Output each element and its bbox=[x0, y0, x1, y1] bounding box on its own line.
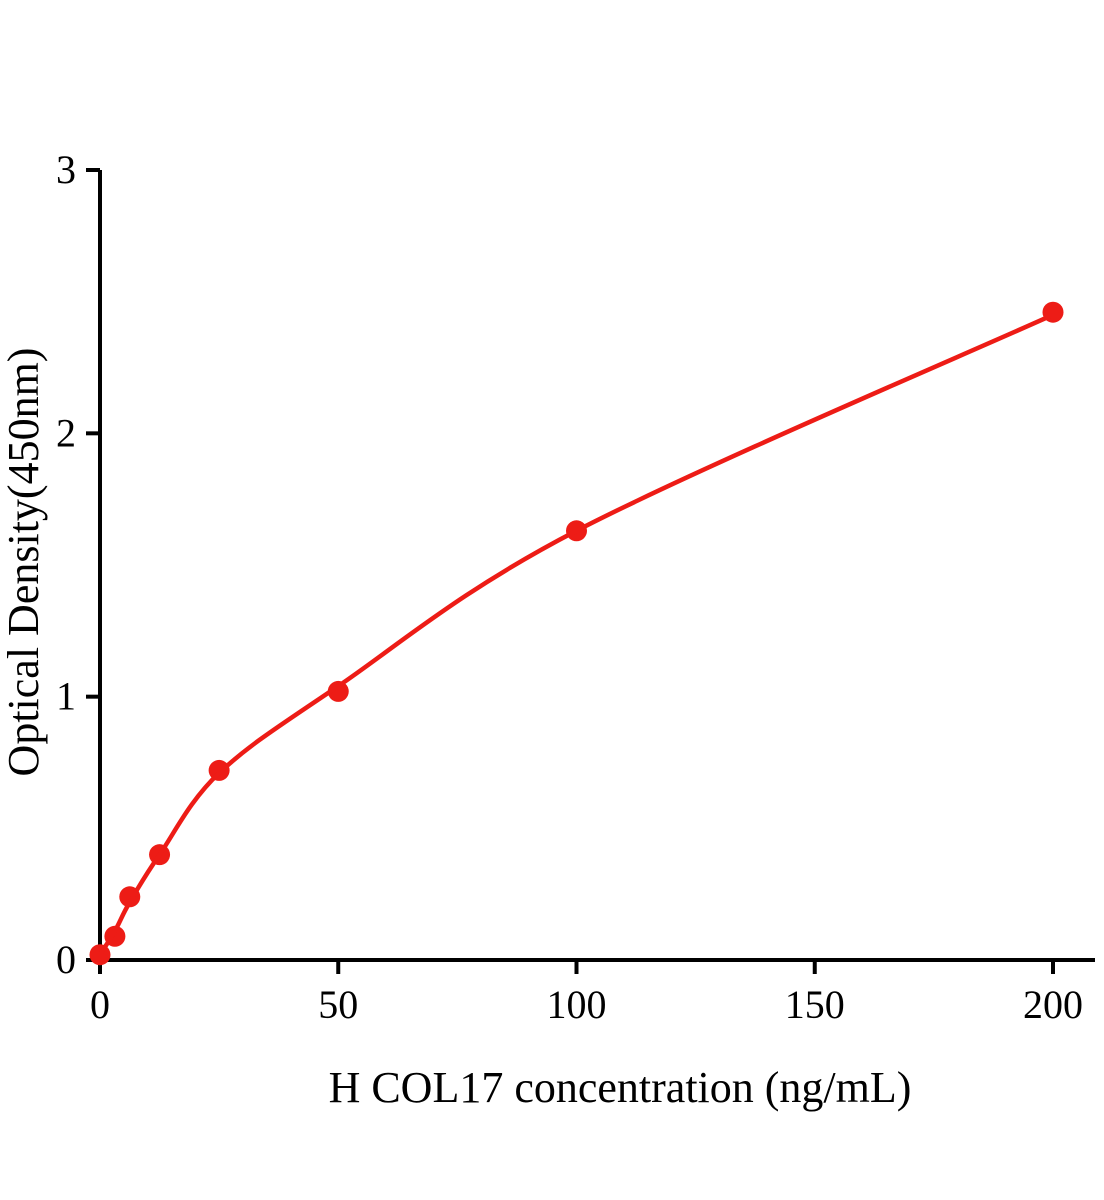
y-tick-label: 1 bbox=[56, 674, 76, 719]
series-layer bbox=[89, 301, 1064, 966]
axes-layer: 0 50 100 150 200 0 1 2 3 bbox=[56, 147, 1095, 1027]
labels-layer: Optical Density(450nm) H COL17 concentra… bbox=[0, 348, 911, 1112]
data-point bbox=[327, 680, 349, 702]
y-tick-label: 0 bbox=[56, 937, 76, 982]
x-tick-label: 50 bbox=[318, 982, 358, 1027]
x-tick-label: 200 bbox=[1023, 982, 1083, 1027]
x-tick-label: 100 bbox=[547, 982, 607, 1027]
fit-curve bbox=[97, 312, 1056, 957]
x-axis-label: H COL17 concentration (ng/mL) bbox=[329, 1063, 912, 1112]
y-tick-label: 3 bbox=[56, 147, 76, 192]
x-tick-label: 150 bbox=[785, 982, 845, 1027]
y-axis-label: Optical Density(450nm) bbox=[0, 348, 48, 777]
x-tick-label: 0 bbox=[90, 982, 110, 1027]
y-tick-label: 2 bbox=[56, 410, 76, 455]
